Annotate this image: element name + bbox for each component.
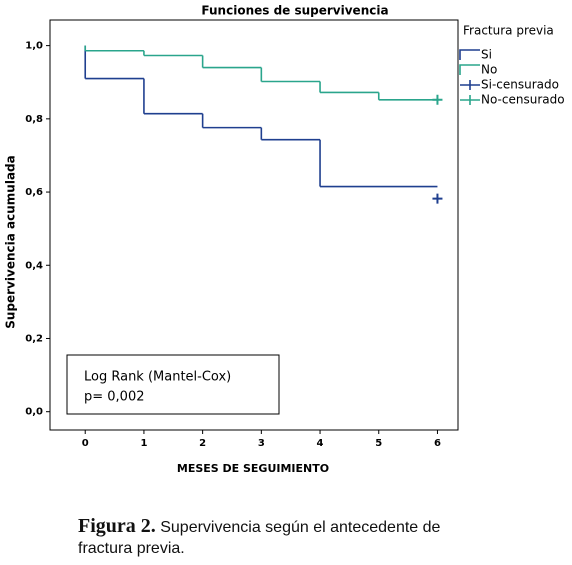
y-tick-label: 0,4 <box>25 260 43 271</box>
y-tick-label: 0,6 <box>25 187 43 198</box>
x-tick-label: 4 <box>317 438 324 449</box>
censor-mark <box>432 193 443 204</box>
y-axis-label: Supervivencia acumulada <box>4 155 18 328</box>
y-tick-label: 0,8 <box>25 114 43 125</box>
legend-symbol <box>460 95 480 105</box>
annotation: p= 0,002 <box>84 390 145 405</box>
x-tick-label: 0 <box>82 438 89 449</box>
annotation: Log Rank (Mantel-Cox) <box>84 370 231 385</box>
legend-label: Si-censurado <box>481 78 559 92</box>
x-tick-label: 6 <box>434 438 441 449</box>
legend-label: No <box>481 63 497 77</box>
y-tick-label: 1,0 <box>25 41 43 52</box>
plot-frame <box>49 19 459 431</box>
caption-label: Figura 2. <box>78 515 156 537</box>
legend-symbol <box>459 49 480 60</box>
legend-label: Si <box>481 48 492 62</box>
caption: Figura 2. Supervivencia según el anteced… <box>78 516 468 559</box>
censor-mark <box>432 94 443 105</box>
caption-text: Supervivencia según el antecedente de fr… <box>78 519 441 557</box>
y-tick-label: 0,0 <box>25 407 43 418</box>
x-tick-label: 5 <box>375 438 382 449</box>
legend-symbol <box>460 80 480 90</box>
chart-title: Funciones de supervivencia <box>201 4 388 18</box>
x-tick-label: 1 <box>140 438 147 449</box>
legend-title: Fractura previa <box>463 24 554 38</box>
x-axis-label: MESES DE SEGUIMIENTO <box>177 462 329 475</box>
legend-symbol <box>459 64 480 75</box>
legend-label: No-censurado <box>481 93 565 107</box>
y-tick-label: 0,2 <box>25 333 43 344</box>
chart: Funciones de supervivencia MESES DE SEGU… <box>4 4 565 476</box>
annotation-box <box>66 354 280 415</box>
x-tick-label: 2 <box>199 438 206 449</box>
x-tick-label: 3 <box>258 438 265 449</box>
